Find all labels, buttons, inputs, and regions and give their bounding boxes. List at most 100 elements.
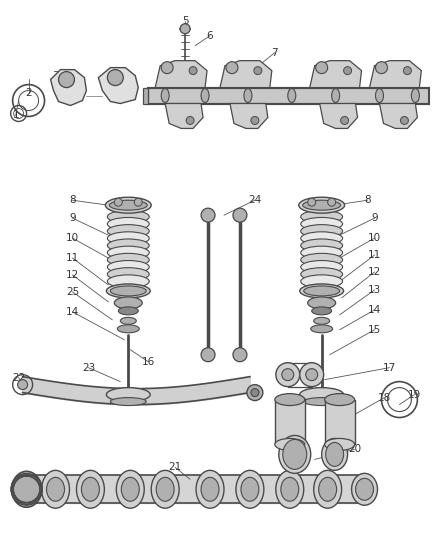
Circle shape xyxy=(251,389,259,397)
Ellipse shape xyxy=(319,478,337,501)
Polygon shape xyxy=(165,103,203,128)
Circle shape xyxy=(328,198,336,206)
Bar xyxy=(148,87,429,103)
Text: 16: 16 xyxy=(141,357,155,367)
Text: 13: 13 xyxy=(368,285,381,295)
Ellipse shape xyxy=(110,286,146,296)
Ellipse shape xyxy=(281,478,299,501)
Ellipse shape xyxy=(321,439,348,470)
Circle shape xyxy=(341,117,349,124)
Circle shape xyxy=(247,385,263,401)
Circle shape xyxy=(400,117,408,124)
Circle shape xyxy=(226,62,238,74)
Circle shape xyxy=(201,348,215,362)
Ellipse shape xyxy=(314,317,330,324)
Polygon shape xyxy=(370,61,421,87)
Polygon shape xyxy=(230,103,268,128)
Ellipse shape xyxy=(151,470,179,508)
Ellipse shape xyxy=(275,393,305,406)
Ellipse shape xyxy=(301,217,343,230)
Text: 14: 14 xyxy=(66,307,79,317)
Ellipse shape xyxy=(107,217,149,230)
Ellipse shape xyxy=(301,232,343,245)
Ellipse shape xyxy=(241,478,259,501)
Ellipse shape xyxy=(107,268,149,281)
Ellipse shape xyxy=(117,470,144,508)
Ellipse shape xyxy=(325,439,355,450)
Ellipse shape xyxy=(301,253,343,266)
Text: 5: 5 xyxy=(182,16,188,26)
Text: 4: 4 xyxy=(112,68,119,78)
Bar xyxy=(275,400,305,445)
Ellipse shape xyxy=(110,200,147,210)
Ellipse shape xyxy=(411,88,419,102)
Circle shape xyxy=(134,198,142,206)
Ellipse shape xyxy=(107,261,149,273)
Bar xyxy=(325,400,355,445)
Ellipse shape xyxy=(12,471,42,507)
Circle shape xyxy=(300,362,324,386)
Circle shape xyxy=(161,62,173,74)
Ellipse shape xyxy=(107,239,149,252)
Ellipse shape xyxy=(156,478,174,501)
Circle shape xyxy=(107,70,124,86)
Polygon shape xyxy=(50,70,86,106)
Circle shape xyxy=(254,67,262,75)
Circle shape xyxy=(233,208,247,222)
Circle shape xyxy=(308,198,316,206)
Ellipse shape xyxy=(356,478,374,500)
Circle shape xyxy=(180,24,190,34)
Ellipse shape xyxy=(118,307,138,315)
Circle shape xyxy=(233,348,247,362)
Text: 1: 1 xyxy=(12,110,19,120)
Ellipse shape xyxy=(301,275,343,288)
Ellipse shape xyxy=(301,211,343,223)
Ellipse shape xyxy=(244,88,252,102)
Polygon shape xyxy=(379,103,417,128)
Circle shape xyxy=(201,208,215,222)
Text: 17: 17 xyxy=(383,362,396,373)
Ellipse shape xyxy=(300,284,343,298)
Ellipse shape xyxy=(196,470,224,508)
Ellipse shape xyxy=(42,470,70,508)
Circle shape xyxy=(282,369,294,381)
Ellipse shape xyxy=(279,435,311,473)
Ellipse shape xyxy=(107,211,149,223)
Ellipse shape xyxy=(121,478,139,501)
Circle shape xyxy=(18,379,28,390)
Ellipse shape xyxy=(46,478,64,501)
Text: 11: 11 xyxy=(66,253,79,263)
Ellipse shape xyxy=(303,200,341,210)
Ellipse shape xyxy=(161,88,169,102)
Text: 18: 18 xyxy=(378,393,391,402)
Ellipse shape xyxy=(299,197,345,213)
Text: 11: 11 xyxy=(368,250,381,260)
Circle shape xyxy=(59,71,74,87)
Text: 9: 9 xyxy=(371,213,378,223)
Ellipse shape xyxy=(312,307,332,315)
Ellipse shape xyxy=(314,470,342,508)
Ellipse shape xyxy=(326,442,343,466)
Ellipse shape xyxy=(301,268,343,281)
Ellipse shape xyxy=(114,297,142,309)
Ellipse shape xyxy=(77,470,104,508)
Text: 23: 23 xyxy=(82,362,95,373)
Polygon shape xyxy=(143,87,148,103)
Ellipse shape xyxy=(311,325,332,333)
Ellipse shape xyxy=(375,88,384,102)
Ellipse shape xyxy=(117,325,139,333)
Polygon shape xyxy=(310,61,361,87)
Ellipse shape xyxy=(106,284,150,298)
Text: 14: 14 xyxy=(368,305,381,315)
Ellipse shape xyxy=(288,88,296,102)
Text: 19: 19 xyxy=(408,390,421,400)
Ellipse shape xyxy=(107,253,149,266)
Ellipse shape xyxy=(81,478,99,501)
Ellipse shape xyxy=(301,239,343,252)
Ellipse shape xyxy=(304,398,339,406)
Ellipse shape xyxy=(325,393,355,406)
Ellipse shape xyxy=(107,224,149,238)
Ellipse shape xyxy=(236,470,264,508)
Text: 9: 9 xyxy=(69,213,76,223)
Ellipse shape xyxy=(304,286,339,296)
